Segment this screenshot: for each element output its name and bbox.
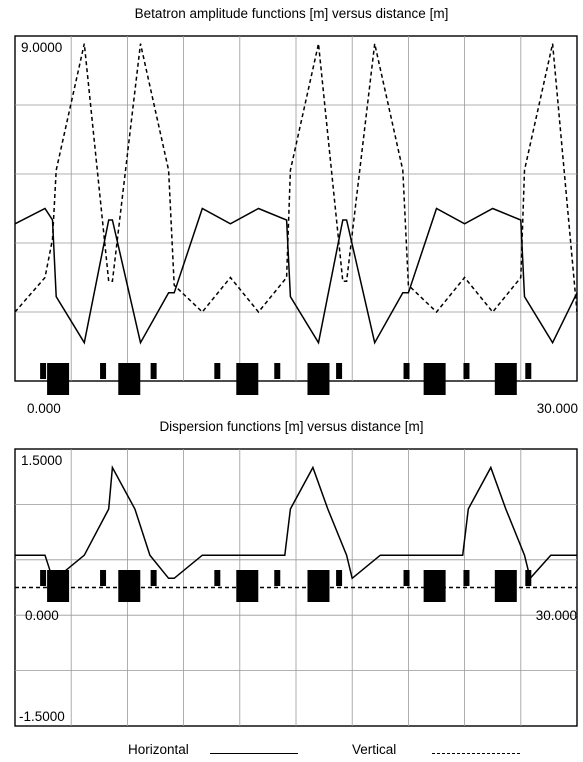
quadrupole-block (118, 570, 141, 602)
bpm-block (40, 363, 47, 379)
legend-horizontal-line (210, 753, 298, 754)
quadrupole-block (423, 363, 446, 395)
bpm-block (150, 363, 157, 379)
quadrupole-block (118, 363, 141, 395)
dispersion-chart: 1.5000 -1.5000 (14, 448, 578, 727)
bpm-block (463, 363, 470, 379)
y-top-label: 1.5000 (21, 453, 62, 468)
legend-horizontal-label: Horizontal (128, 742, 189, 757)
quadrupole-block (236, 363, 259, 395)
legend-vertical-label: Vertical (352, 742, 397, 757)
y-bottom-label: -1.5000 (19, 709, 65, 724)
quadrupole-block (236, 570, 259, 602)
quadrupole-block (423, 570, 446, 602)
bpm-block (100, 570, 107, 586)
bpm-block (150, 570, 157, 586)
bpm-block (214, 363, 221, 379)
bpm-block (403, 363, 410, 379)
bpm-block (525, 363, 532, 379)
bpm-block (214, 570, 221, 586)
x-min-label: 0.000 (27, 401, 61, 416)
quadrupole-block (307, 570, 330, 602)
x-min-label: 0.000 (25, 608, 59, 623)
y-top-label: 9.0000 (21, 40, 62, 55)
upper-chart-title: Betatron amplitude functions [m] versus … (134, 6, 449, 21)
bpm-block (463, 570, 470, 586)
bpm-block (40, 570, 47, 586)
bpm-block (525, 570, 532, 586)
betatron-chart: 9.0000 (14, 35, 578, 395)
bpm-block (274, 570, 281, 586)
bpm-block (274, 363, 281, 379)
lower-chart-title: Dispersion functions [m] versus distance… (159, 419, 424, 434)
bpm-block (336, 570, 343, 586)
quadrupole-block (494, 363, 517, 395)
legend-vertical-line (432, 753, 520, 754)
bpm-block (100, 363, 107, 379)
x-max-label: 30.000 (537, 401, 578, 416)
quadrupole-block (47, 570, 70, 602)
x-max-label: 30.000 (536, 608, 577, 623)
horizontal-series-line (14, 207, 578, 345)
horizontal-series-line (15, 464, 577, 580)
quadrupole-block (494, 570, 517, 602)
vertical-series-line (14, 43, 578, 314)
bpm-block (336, 363, 343, 379)
quadrupole-block (47, 363, 70, 395)
quadrupole-block (307, 363, 330, 395)
bpm-block (403, 570, 410, 586)
